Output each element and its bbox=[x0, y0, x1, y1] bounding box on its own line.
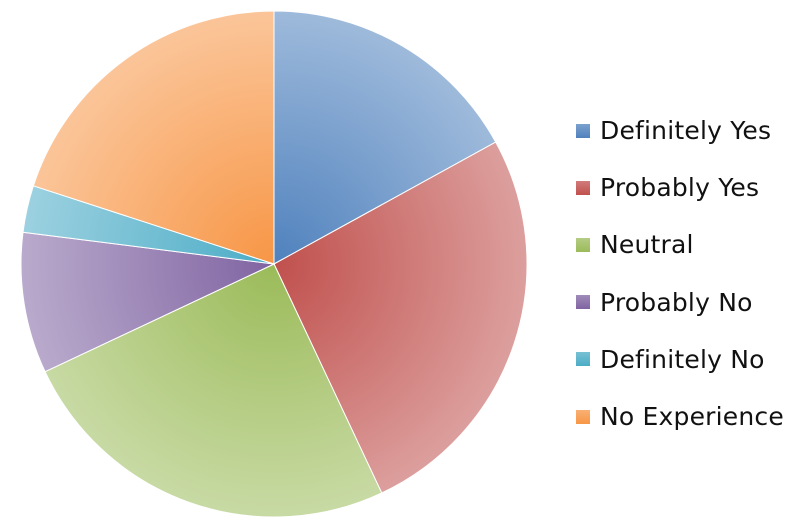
legend-label: No Experience bbox=[600, 402, 784, 432]
pie-slice-neutral bbox=[44, 263, 383, 518]
legend-item-definitely-yes: Definitely Yes bbox=[576, 102, 784, 159]
pie-plot-area bbox=[20, 10, 528, 518]
legend-label: Definitely No bbox=[600, 344, 765, 374]
legend: Definitely Yes Probably Yes Neutral Probabl… bbox=[576, 102, 784, 445]
legend-label: Neutral bbox=[600, 230, 694, 260]
pie-slice-no-experience bbox=[32, 10, 275, 265]
legend-item-probably-yes: Probably Yes bbox=[576, 159, 784, 216]
pie-slice-probably-yes bbox=[273, 141, 528, 494]
legend-label: Probably Yes bbox=[600, 173, 760, 203]
legend-swatch bbox=[576, 295, 590, 310]
legend-item-no-experience: No Experience bbox=[576, 388, 784, 445]
legend-item-probably-no: Probably No bbox=[576, 274, 784, 331]
legend-swatch bbox=[576, 123, 590, 138]
legend-swatch bbox=[576, 237, 590, 252]
legend-item-definitely-no: Definitely No bbox=[576, 331, 784, 388]
legend-item-neutral: Neutral bbox=[576, 216, 784, 273]
legend-label: Probably No bbox=[600, 287, 753, 317]
legend-swatch bbox=[576, 409, 590, 424]
pie-slice-probably-no bbox=[20, 231, 276, 373]
legend-swatch bbox=[576, 180, 590, 195]
pie-slice-definitely-yes bbox=[273, 10, 497, 265]
legend-label: Definitely Yes bbox=[600, 116, 772, 146]
legend-swatch bbox=[576, 352, 590, 367]
